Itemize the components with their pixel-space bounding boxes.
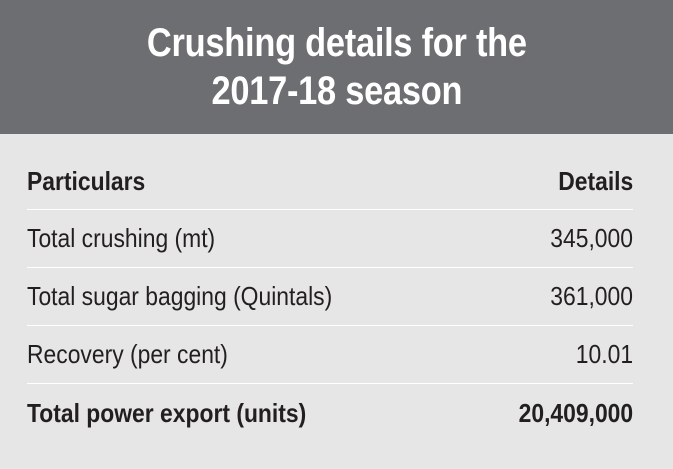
details-table: Particulars Details Total crushing (mt) … — [27, 134, 633, 442]
table-row: Recovery (per cent) 10.01 — [27, 326, 633, 384]
detail-cell: 10.01 — [575, 339, 633, 369]
column-header-particulars: Particulars — [27, 166, 146, 196]
table-row: Total sugar bagging (Quintals) 361,000 — [27, 268, 633, 326]
table-title: Crushing details for the 2017-18 season — [146, 21, 527, 113]
table-header-row: Particulars Details — [27, 134, 633, 210]
table-row: Total crushing (mt) 345,000 — [27, 210, 633, 268]
title-banner: Crushing details for the 2017-18 season — [0, 0, 673, 134]
particular-cell: Total power export (units) — [27, 397, 307, 428]
column-header-details: Details — [557, 166, 633, 196]
particular-cell: Total sugar bagging (Quintals) — [27, 281, 333, 311]
detail-cell: 20,409,000 — [518, 397, 633, 428]
table-row-total: Total power export (units) 20,409,000 — [27, 384, 633, 442]
particular-cell: Recovery (per cent) — [27, 339, 228, 369]
detail-cell: 345,000 — [550, 223, 633, 253]
detail-cell: 361,000 — [550, 281, 633, 311]
particular-cell: Total crushing (mt) — [27, 223, 216, 253]
